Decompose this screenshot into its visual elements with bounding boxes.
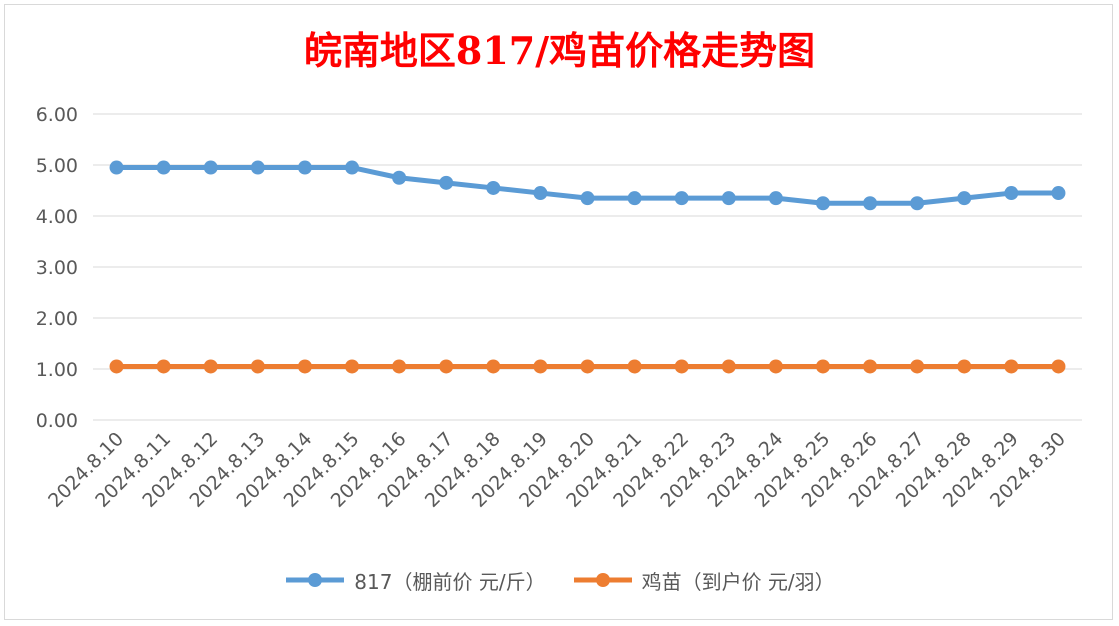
data-point bbox=[156, 359, 171, 374]
data-point bbox=[1051, 359, 1066, 374]
data-point bbox=[439, 175, 454, 190]
data-point bbox=[768, 359, 783, 374]
chart-frame bbox=[4, 4, 1113, 620]
y-tick-label: 3.00 bbox=[36, 257, 78, 279]
data-point bbox=[533, 359, 548, 374]
data-point bbox=[392, 170, 407, 185]
data-point bbox=[863, 196, 878, 211]
data-point bbox=[1004, 359, 1019, 374]
data-point bbox=[439, 359, 454, 374]
data-point bbox=[486, 359, 501, 374]
data-point bbox=[392, 359, 407, 374]
data-point bbox=[250, 160, 265, 175]
data-point bbox=[156, 160, 171, 175]
chart-title: 皖南地区817/鸡苗价格走势图 bbox=[303, 28, 816, 73]
data-point bbox=[345, 160, 360, 175]
data-point bbox=[768, 191, 783, 206]
data-point bbox=[910, 359, 925, 374]
y-tick-label: 4.00 bbox=[36, 206, 78, 228]
y-tick-label: 0.00 bbox=[36, 410, 78, 432]
y-tick-label: 6.00 bbox=[36, 104, 78, 126]
legend-swatch-817 bbox=[286, 573, 345, 587]
y-axis: 0.00 1.00 2.00 3.00 4.00 5.00 6.00 bbox=[36, 104, 78, 432]
legend-item-817: 817（棚前价 元/斤） bbox=[284, 566, 546, 595]
data-point bbox=[109, 359, 124, 374]
data-point bbox=[674, 191, 689, 206]
legend-label-chick: 鸡苗（到户价 元/羽） bbox=[641, 569, 835, 594]
data-point bbox=[721, 191, 736, 206]
data-point bbox=[486, 180, 501, 195]
data-point bbox=[345, 359, 360, 374]
gridlines bbox=[93, 113, 1082, 421]
data-point bbox=[203, 160, 218, 175]
data-point bbox=[297, 359, 312, 374]
data-point bbox=[580, 359, 595, 374]
data-point bbox=[674, 359, 689, 374]
data-point bbox=[203, 359, 218, 374]
data-point bbox=[910, 196, 925, 211]
y-tick-label: 5.00 bbox=[36, 155, 78, 177]
data-point bbox=[815, 359, 830, 374]
data-point bbox=[533, 186, 548, 201]
data-point bbox=[957, 359, 972, 374]
data-point bbox=[721, 359, 736, 374]
legend-label-817: 817（棚前价 元/斤） bbox=[354, 569, 546, 594]
data-point bbox=[863, 359, 878, 374]
data-point bbox=[250, 359, 265, 374]
legend-swatch-chick bbox=[573, 573, 632, 587]
data-point bbox=[1051, 186, 1066, 201]
data-point bbox=[109, 160, 124, 175]
data-point bbox=[627, 359, 642, 374]
series-points bbox=[109, 160, 1066, 374]
data-point bbox=[627, 191, 642, 206]
y-tick-label: 1.00 bbox=[36, 359, 78, 381]
data-point bbox=[815, 196, 830, 211]
data-point bbox=[957, 191, 972, 206]
legend: 817（棚前价 元/斤） 鸡苗（到户价 元/羽） bbox=[0, 563, 1119, 597]
x-axis: 2024.8.102024.8.112024.8.122024.8.132024… bbox=[44, 428, 1070, 512]
y-tick-label: 2.00 bbox=[36, 308, 78, 330]
legend-item-chick: 鸡苗（到户价 元/羽） bbox=[572, 566, 835, 595]
data-point bbox=[297, 160, 312, 175]
data-point bbox=[580, 191, 595, 206]
data-point bbox=[1004, 186, 1019, 201]
